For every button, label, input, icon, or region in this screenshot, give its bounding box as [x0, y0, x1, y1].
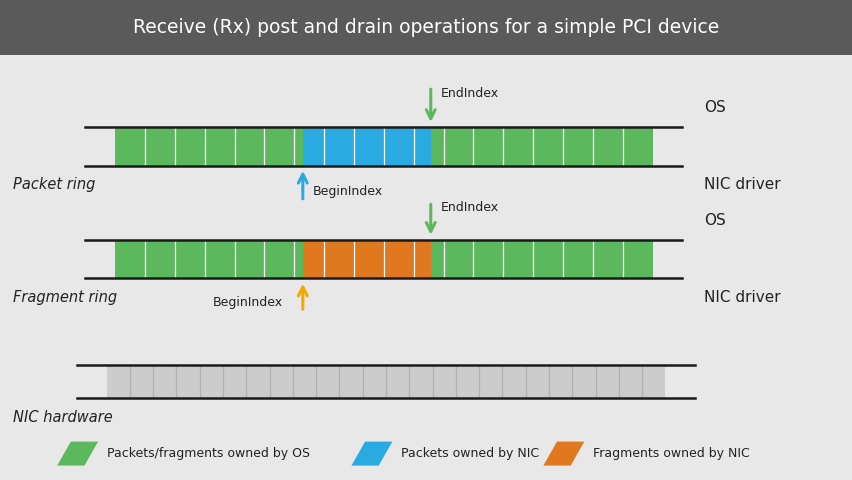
- Bar: [302, 240, 430, 278]
- Polygon shape: [351, 442, 392, 466]
- Text: BeginIndex: BeginIndex: [213, 296, 283, 309]
- Text: Packets/fragments owned by OS: Packets/fragments owned by OS: [106, 447, 309, 460]
- Bar: [115, 240, 302, 278]
- Text: Packet ring: Packet ring: [13, 177, 95, 192]
- Text: Fragments owned by NIC: Fragments owned by NIC: [592, 447, 749, 460]
- Text: NIC hardware: NIC hardware: [13, 409, 112, 425]
- Bar: [430, 240, 652, 278]
- Text: EndIndex: EndIndex: [440, 201, 498, 214]
- Bar: [115, 127, 302, 166]
- Text: OS: OS: [703, 213, 724, 228]
- Bar: [302, 127, 430, 166]
- Text: BeginIndex: BeginIndex: [313, 185, 383, 199]
- Polygon shape: [57, 442, 98, 466]
- Text: NIC driver: NIC driver: [703, 290, 780, 305]
- Text: NIC driver: NIC driver: [703, 177, 780, 192]
- Bar: [0, 0, 852, 55]
- Text: OS: OS: [703, 100, 724, 116]
- Text: Packets owned by NIC: Packets owned by NIC: [400, 447, 538, 460]
- Bar: [106, 365, 665, 398]
- Text: EndIndex: EndIndex: [440, 87, 498, 100]
- Text: Receive (Rx) post and drain operations for a simple PCI device: Receive (Rx) post and drain operations f…: [133, 18, 719, 37]
- Bar: [430, 127, 652, 166]
- Text: Fragment ring: Fragment ring: [13, 290, 117, 305]
- Polygon shape: [543, 442, 584, 466]
